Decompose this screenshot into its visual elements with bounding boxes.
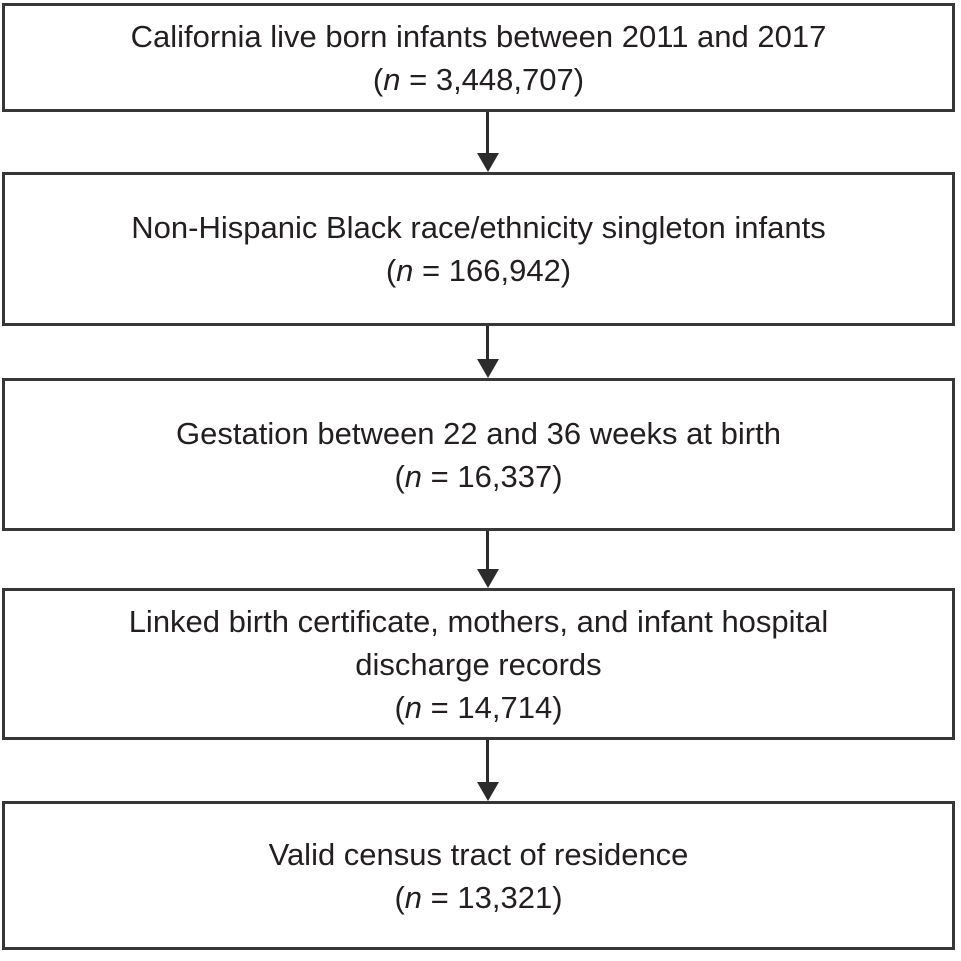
count-value: = 3,448,707) [400, 61, 585, 97]
down-arrow-1 [11, 112, 961, 172]
flow-box-5: Valid census tract of residence (n = 13,… [2, 801, 955, 950]
n-symbol: n [404, 689, 423, 725]
flow-box-1: California live born infants between 201… [2, 3, 955, 112]
count-value: = 13,321) [422, 879, 563, 915]
paren-open: ( [385, 253, 397, 288]
flow-box-5-count: (n = 13,321) [394, 876, 562, 919]
paren-open: ( [394, 879, 405, 915]
arrow-line [486, 326, 489, 359]
flow-box-2: Non-Hispanic Black race/ethnicity single… [2, 172, 955, 326]
flow-box-1-count: (n = 3,448,707) [373, 58, 584, 101]
count-value: = 166,942) [413, 253, 572, 288]
arrow-down-icon [476, 359, 499, 378]
arrow-line [486, 112, 489, 153]
arrow-down-icon [476, 569, 499, 588]
down-arrow-3 [11, 531, 961, 588]
arrow-line [486, 740, 489, 782]
arrow-down-icon [476, 153, 499, 172]
paren-open: ( [394, 689, 405, 725]
arrow-down-icon [476, 782, 499, 801]
paren-open: ( [394, 458, 405, 494]
flow-box-1-label: California live born infants between 201… [130, 18, 827, 54]
flow-box-2-label: Non-Hispanic Black race/ethnicity single… [131, 210, 826, 245]
count-value: = 14,714) [422, 689, 563, 725]
flow-box-3-count: (n = 16,337) [394, 455, 562, 498]
flow-box-4-count: (n = 14,714) [394, 686, 562, 729]
flow-box-4-label: Linked birth certificate, mothers, and i… [128, 603, 829, 682]
arrow-line [486, 531, 489, 569]
flow-box-4: Linked birth certificate, mothers, and i… [2, 588, 955, 740]
n-symbol: n [396, 253, 414, 288]
paren-open: ( [372, 61, 384, 97]
count-value: = 16,337) [422, 458, 563, 494]
cohort-flowchart: California live born infants between 201… [2, 3, 955, 950]
down-arrow-2 [11, 326, 961, 378]
down-arrow-4 [11, 740, 961, 801]
flow-box-5-label: Valid census tract of residence [268, 836, 689, 872]
flow-box-2-count: (n = 166,942) [386, 249, 571, 292]
flow-box-3-label: Gestation between 22 and 36 weeks at bir… [176, 415, 781, 451]
n-symbol: n [383, 61, 401, 97]
n-symbol: n [404, 458, 423, 494]
flow-box-3: Gestation between 22 and 36 weeks at bir… [2, 378, 955, 531]
n-symbol: n [404, 879, 423, 915]
